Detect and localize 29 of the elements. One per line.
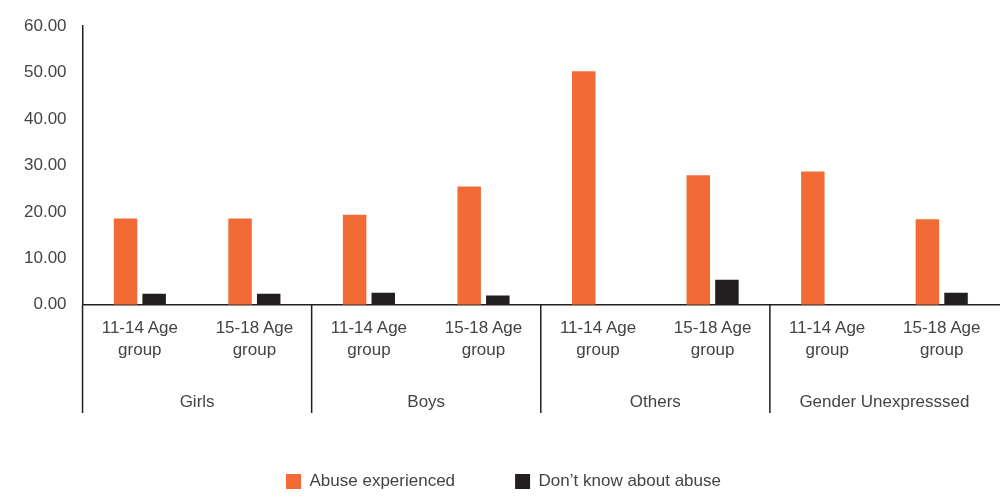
bar [342, 214, 367, 305]
x-tick-label: 11-14 Age group [559, 317, 637, 359]
y-tick-label: 40.00 [23, 108, 67, 128]
bar [571, 71, 596, 305]
x-tick-label: 11-14 Age group [330, 317, 408, 359]
text: Girls [179, 391, 215, 411]
x-tick-label: 15-18 Age group [673, 317, 752, 359]
x-tick-label: 11-14 Age group [101, 317, 178, 359]
y-tick-label: 20.00 [23, 201, 67, 221]
y-tick-label: 50.00 [23, 62, 67, 82]
y-tick-label: 60.00 [23, 15, 67, 35]
x-tick-label: 15-18 Age group [444, 317, 523, 359]
bar [113, 218, 138, 305]
bar [915, 219, 940, 305]
bar [228, 218, 252, 305]
y-tick-label: 10.00 [23, 248, 67, 268]
text: Gender Unexpresssed [799, 391, 970, 411]
bar [457, 186, 481, 305]
bar [801, 171, 825, 305]
y-tick-label: 0.00 [33, 294, 67, 314]
legend-label: Abuse experienced [309, 471, 456, 491]
bar [686, 175, 711, 305]
x-tick-label: 15-18 Age group [215, 317, 294, 359]
x-tick-label: 15-18 Age group [902, 317, 981, 359]
text: Others [629, 391, 681, 411]
legend-label: Don’t know about abuse [538, 471, 721, 491]
text: Boys [407, 391, 446, 411]
y-tick-label: 30.00 [23, 155, 67, 175]
x-tick-label: 11-14 Age group [789, 317, 866, 359]
